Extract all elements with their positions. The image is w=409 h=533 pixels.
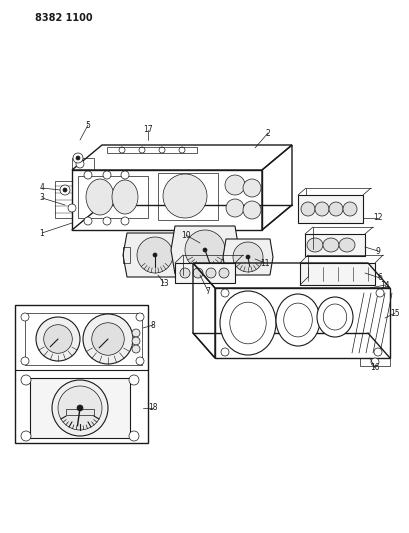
Circle shape	[373, 348, 381, 356]
Polygon shape	[297, 195, 362, 223]
Circle shape	[21, 313, 29, 321]
Text: 15: 15	[389, 309, 399, 318]
Circle shape	[121, 171, 129, 179]
Text: 6: 6	[377, 273, 382, 282]
Circle shape	[193, 268, 202, 278]
Text: 13: 13	[159, 279, 169, 287]
Circle shape	[36, 317, 80, 361]
Circle shape	[92, 323, 124, 356]
Circle shape	[137, 237, 173, 273]
Text: 4: 4	[39, 183, 44, 192]
Circle shape	[243, 201, 261, 219]
Text: 16: 16	[369, 364, 379, 373]
Text: 9: 9	[375, 246, 380, 255]
Text: 3: 3	[39, 193, 44, 203]
Circle shape	[225, 175, 245, 195]
Ellipse shape	[306, 238, 322, 252]
Ellipse shape	[112, 180, 138, 214]
Circle shape	[76, 160, 84, 168]
Circle shape	[328, 202, 342, 216]
Circle shape	[205, 268, 216, 278]
Circle shape	[180, 268, 189, 278]
Text: 11: 11	[260, 259, 269, 268]
Text: 1: 1	[40, 229, 44, 238]
Circle shape	[218, 268, 229, 278]
Circle shape	[232, 242, 262, 272]
Circle shape	[300, 202, 314, 216]
Circle shape	[77, 405, 83, 411]
Circle shape	[129, 431, 139, 441]
Text: 8382 1100: 8382 1100	[35, 13, 92, 23]
Ellipse shape	[86, 179, 114, 215]
Circle shape	[163, 174, 207, 218]
Circle shape	[132, 329, 139, 337]
Text: 2: 2	[265, 128, 270, 138]
Polygon shape	[299, 263, 374, 285]
Text: 17: 17	[143, 125, 153, 134]
Circle shape	[60, 185, 70, 195]
Polygon shape	[123, 233, 187, 277]
Circle shape	[84, 171, 92, 179]
Circle shape	[375, 289, 383, 297]
Circle shape	[202, 248, 207, 252]
Circle shape	[370, 358, 378, 366]
Circle shape	[21, 431, 31, 441]
Circle shape	[21, 357, 29, 365]
Circle shape	[73, 153, 83, 163]
Circle shape	[68, 204, 76, 212]
Ellipse shape	[275, 294, 319, 346]
Circle shape	[103, 217, 111, 225]
Circle shape	[225, 199, 243, 217]
Circle shape	[83, 314, 133, 364]
Circle shape	[121, 217, 129, 225]
Circle shape	[58, 386, 102, 430]
Circle shape	[342, 202, 356, 216]
Circle shape	[84, 217, 92, 225]
Circle shape	[220, 289, 229, 297]
Circle shape	[52, 380, 108, 436]
Circle shape	[103, 171, 111, 179]
Polygon shape	[222, 239, 272, 275]
Text: 14: 14	[379, 280, 389, 289]
Text: 5: 5	[85, 120, 90, 130]
Polygon shape	[30, 378, 130, 438]
Circle shape	[129, 375, 139, 385]
Circle shape	[314, 202, 328, 216]
Ellipse shape	[338, 238, 354, 252]
Circle shape	[21, 375, 31, 385]
Circle shape	[76, 156, 80, 160]
Text: 18: 18	[148, 403, 157, 413]
Circle shape	[44, 325, 72, 353]
Text: 12: 12	[372, 214, 382, 222]
Polygon shape	[175, 263, 234, 283]
Circle shape	[132, 337, 139, 345]
Circle shape	[153, 253, 157, 257]
Text: 10: 10	[181, 230, 190, 239]
Ellipse shape	[316, 297, 352, 337]
Polygon shape	[171, 226, 238, 274]
Circle shape	[243, 179, 261, 197]
Circle shape	[184, 230, 225, 270]
Circle shape	[220, 348, 229, 356]
Circle shape	[132, 345, 139, 353]
Ellipse shape	[220, 291, 275, 355]
Text: 7: 7	[205, 287, 210, 295]
Circle shape	[245, 255, 249, 259]
Circle shape	[63, 188, 67, 192]
Text: 8: 8	[150, 320, 155, 329]
Circle shape	[136, 313, 144, 321]
Circle shape	[136, 357, 144, 365]
Ellipse shape	[322, 238, 338, 252]
Polygon shape	[304, 234, 364, 256]
